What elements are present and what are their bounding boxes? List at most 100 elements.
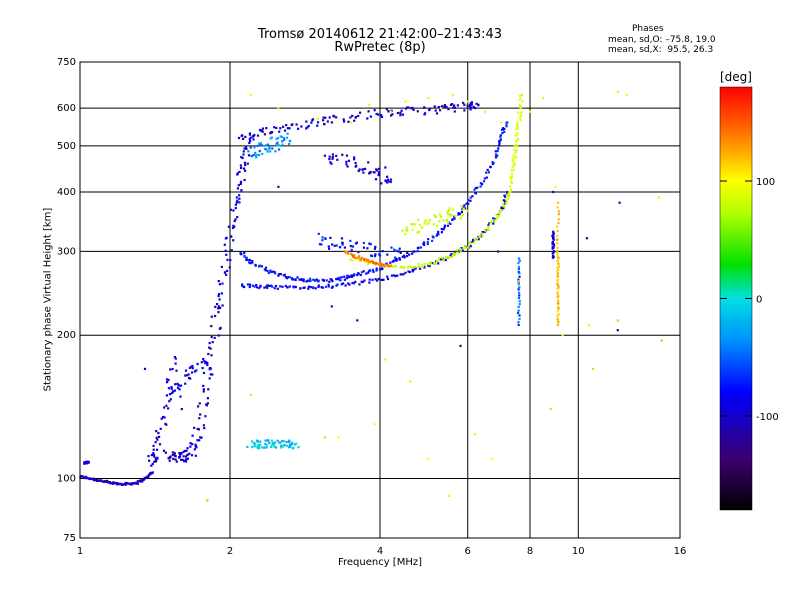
data-point — [505, 201, 508, 204]
data-point — [271, 441, 274, 445]
data-point — [361, 256, 364, 259]
data-point — [515, 149, 518, 152]
data-point — [232, 239, 235, 242]
data-point — [519, 116, 522, 120]
data-point — [389, 180, 392, 184]
data-point — [500, 206, 503, 209]
colorbar-ticks: 100 0 -100 — [720, 177, 779, 423]
data-point — [305, 120, 308, 123]
data-point — [339, 279, 342, 282]
data-point — [557, 257, 560, 260]
data-point — [552, 230, 555, 233]
data-point — [278, 130, 281, 133]
data-point — [244, 146, 248, 149]
data-point — [172, 390, 175, 393]
data-point — [513, 163, 516, 166]
data-point — [401, 113, 404, 116]
data-point — [446, 213, 449, 216]
data-point — [279, 441, 282, 444]
data-point — [178, 456, 181, 459]
data-point — [186, 447, 189, 450]
data-point — [240, 166, 243, 169]
data-point — [400, 265, 403, 268]
data-point — [456, 248, 459, 252]
data-point — [225, 273, 228, 276]
y-tick-label: 300 — [57, 246, 76, 257]
data-point — [217, 293, 221, 296]
data-point — [495, 214, 498, 217]
data-point — [416, 250, 419, 253]
data-point — [391, 113, 394, 116]
data-point — [369, 269, 372, 272]
data-point — [311, 119, 314, 122]
data-point — [280, 135, 283, 138]
data-point — [510, 169, 513, 172]
data-point — [362, 246, 365, 249]
data-point — [261, 130, 264, 133]
data-point — [355, 241, 358, 244]
data-point — [345, 160, 348, 163]
data-point — [295, 123, 298, 126]
data-point — [158, 443, 162, 446]
data-point — [236, 199, 239, 202]
data-point — [375, 112, 378, 116]
data-point — [331, 243, 334, 246]
data-point — [180, 408, 183, 411]
data-point — [515, 139, 518, 143]
data-point — [517, 280, 521, 283]
data-point — [557, 313, 560, 316]
data-point — [517, 257, 521, 260]
data-point — [472, 105, 475, 109]
data-point — [556, 225, 559, 228]
data-point — [338, 246, 342, 249]
data-point — [385, 108, 388, 111]
data-point — [162, 449, 166, 452]
data-point — [380, 263, 383, 266]
data-point — [238, 194, 241, 197]
data-point — [484, 110, 487, 113]
data-point — [411, 266, 414, 269]
data-point — [466, 209, 469, 213]
data-point — [448, 214, 452, 217]
data-point — [347, 159, 351, 162]
data-point — [380, 182, 383, 185]
data-point — [282, 440, 285, 443]
data-point — [206, 361, 209, 364]
data-point — [251, 259, 254, 263]
data-point — [331, 157, 334, 160]
data-point — [322, 116, 325, 119]
data-point — [377, 173, 380, 176]
data-point — [377, 171, 381, 174]
data-point — [248, 141, 251, 145]
data-point — [517, 262, 520, 265]
data-point — [168, 459, 171, 462]
data-point — [417, 266, 420, 269]
data-point — [557, 294, 560, 297]
data-point — [242, 167, 246, 170]
data-point — [351, 259, 354, 262]
data-point — [556, 278, 559, 282]
data-point — [346, 165, 349, 168]
data-point — [454, 253, 457, 256]
data-point — [368, 172, 371, 175]
data-point — [403, 265, 406, 269]
data-point — [177, 384, 180, 387]
data-point — [248, 258, 251, 262]
data-point — [488, 222, 491, 225]
data-point — [230, 249, 233, 252]
data-point — [385, 262, 388, 265]
data-point — [513, 145, 516, 148]
data-point — [191, 371, 194, 374]
data-point — [207, 352, 210, 356]
data-point — [402, 254, 406, 257]
data-point — [191, 443, 194, 446]
data-point — [239, 180, 243, 183]
data-point — [266, 269, 269, 273]
data-point — [375, 262, 378, 265]
data-point — [171, 451, 174, 454]
data-point — [459, 248, 462, 251]
data-point — [216, 303, 219, 306]
data-point — [456, 104, 459, 107]
data-point — [350, 274, 353, 277]
data-point — [518, 300, 521, 303]
